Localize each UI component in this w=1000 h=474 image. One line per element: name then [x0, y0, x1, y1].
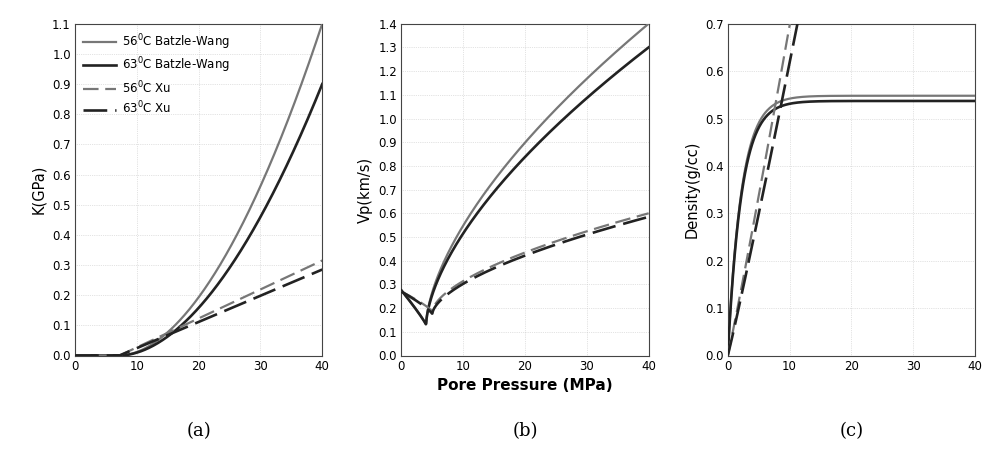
Legend: 56$^0$C Batzle-Wang, 63$^0$C Batzle-Wang, 56$^0$C Xu, 63$^0$C Xu: 56$^0$C Batzle-Wang, 63$^0$C Batzle-Wang… [81, 29, 233, 119]
Text: (b): (b) [512, 422, 538, 440]
X-axis label: Pore Pressure (MPa): Pore Pressure (MPa) [437, 378, 613, 393]
Text: (c): (c) [839, 422, 863, 440]
Y-axis label: K(GPa): K(GPa) [32, 165, 47, 214]
Text: (a): (a) [186, 422, 211, 440]
Y-axis label: Vp(km/s): Vp(km/s) [358, 156, 373, 223]
Y-axis label: Density(g/cc): Density(g/cc) [684, 141, 699, 238]
